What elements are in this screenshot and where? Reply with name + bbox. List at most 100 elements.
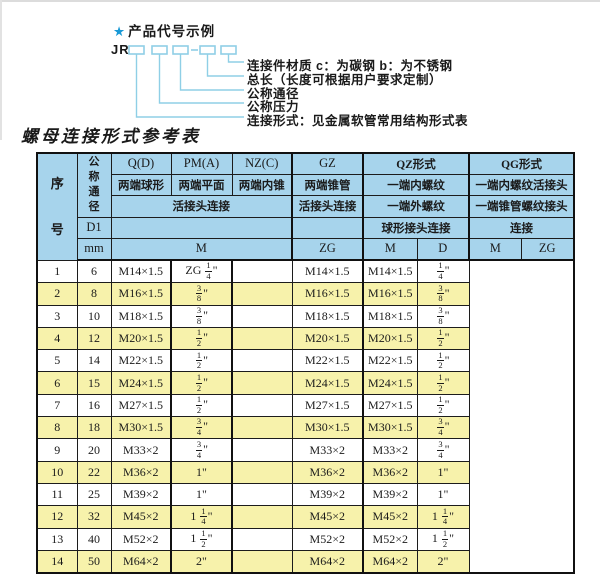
product-code-diagram: ★ 产品代号示例 JR 连接件材质 c：为碳钢 b：为不锈钢 总长（长度可根据用户… (0, 0, 600, 148)
cell-m: M14×1.5 (110, 259, 172, 284)
cell-index: 8 (36, 416, 78, 440)
header-xuhao: 序号 (36, 152, 78, 261)
cell-m: M33×2 (110, 438, 172, 462)
cell-zg: 2" (170, 549, 233, 574)
header-qz-desc1: 一端内螺纹 (362, 173, 470, 196)
header-m: M (110, 237, 293, 261)
cell-zg: 3 4 " (170, 438, 233, 462)
table-body: 1 6 M14×1.5 ZG 1 4 " M14×1.5 M14×1.5 1 4 " 2 8 M16×1.… (36, 259, 574, 574)
cell-m: M24×1.5 (110, 371, 172, 395)
cell-m: M20×1.5 (110, 326, 172, 351)
cell-qg-zg: 2" (416, 549, 470, 574)
cell-m: M22×1.5 (110, 349, 172, 373)
label-connection-form: 连接形式：见金属软管常用结构形式表 (247, 114, 469, 128)
cell-qg-zg: 1 4 " (416, 259, 470, 284)
callout-line-pressure (158, 54, 244, 104)
callout-line-length (206, 54, 244, 77)
diagram-title: ★ 产品代号示例 (113, 20, 215, 40)
cell-qg-m: M52×2 (362, 527, 418, 551)
label-nominal-pressure: 公称压力 (247, 100, 300, 114)
cell-dn: 18 (76, 416, 112, 440)
cell-qg-m: M27×1.5 (362, 393, 418, 418)
cell-m: M45×2 (110, 505, 172, 529)
cell-qz-d: M64×2 (291, 549, 364, 574)
cell-qg-m: M36×2 (362, 460, 418, 484)
table-row: 1 6 M14×1.5 ZG 1 4 " M14×1.5 M14×1.5 1 4 " (36, 259, 574, 284)
cell-qg-m: M14×1.5 (362, 259, 418, 284)
cell-qg-zg: 1" (416, 482, 470, 507)
cell-m: M16×1.5 (110, 282, 172, 306)
header-col-gz: GZ (291, 152, 364, 175)
header-blank-gz (291, 216, 364, 239)
callout-line-form (135, 54, 244, 118)
header-qg-conn: 连接 (467, 216, 575, 239)
cell-qg-m: M64×2 (362, 549, 418, 574)
header-qg-desc1: 一端内螺纹活接头 (467, 173, 575, 196)
diagram-title-text: 产品代号示例 (128, 24, 216, 39)
cell-zg: 3 4 " (170, 416, 233, 440)
cell-index: 11 (36, 482, 78, 507)
cell-zg: 1 2 " (170, 326, 233, 351)
table-row: 3 10 M18×1.5 3 8 " M18×1.5 M18×1.5 3 8 " (36, 304, 574, 328)
cell-dn: 32 (76, 505, 112, 529)
cell-index: 3 (36, 304, 78, 328)
cell-qz-m (231, 282, 293, 306)
cell-dn: 12 (76, 326, 112, 351)
table-row: 9 20 M33×2 3 4 " M33×2 M33×2 3 4 " (36, 438, 574, 462)
header-qz-d: D (416, 237, 470, 261)
cell-dn: 20 (76, 438, 112, 462)
header-zg: ZG (291, 237, 364, 261)
cell-qz-d: M39×2 (291, 482, 364, 507)
cell-qg-zg: 3 8 " (416, 304, 470, 328)
cell-qz-d: M24×1.5 (291, 371, 364, 395)
cell-index: 10 (36, 460, 78, 484)
cell-index: 4 (36, 326, 78, 351)
header-tongjing: 公称通径 (76, 152, 112, 218)
header-left-conn: 活接头连接 (110, 194, 293, 218)
cell-qg-zg: 3 4 " (416, 438, 470, 462)
cell-qz-m (231, 416, 293, 440)
header-qg-zg: ZG (520, 237, 575, 261)
cell-dn: 8 (76, 282, 112, 306)
table-row: 8 18 M30×1.5 3 4 " M30×1.5 M30×1.5 3 4 " (36, 416, 574, 440)
cell-qg-zg: 3 8 " (416, 282, 470, 306)
table-row: 6 15 M24×1.5 1 2 " M24×1.5 M24×1.5 1 2 " (36, 371, 574, 395)
cell-qz-m (231, 505, 293, 529)
cell-qz-d: M36×2 (291, 460, 364, 484)
cell-dn: 40 (76, 527, 112, 551)
cell-qz-d: M18×1.5 (291, 304, 364, 328)
cell-index: 1 (36, 259, 78, 284)
cell-qg-zg: 1 2 " (416, 393, 470, 418)
code-box-3 (172, 45, 189, 55)
cell-qg-m: M39×2 (362, 482, 418, 507)
header-col-pm: PM(A) (170, 152, 233, 175)
cell-qg-m: M45×2 (362, 505, 418, 529)
cell-qz-d: M52×2 (291, 527, 364, 551)
page-edge-top (0, 0, 600, 2)
table-row: 4 12 M20×1.5 1 2 " M20×1.5 M20×1.5 1 2 " (36, 326, 574, 351)
table-header: 序号 公称通径 Q(D) PM(A) NZ(C) GZ QZ形式 QG形式 两端… (36, 152, 575, 261)
header-nz-desc: 两端内锥 (231, 173, 293, 196)
cell-qz-m (231, 304, 293, 328)
cell-dn: 10 (76, 304, 112, 328)
label-total-length: 总长（长度可根据用户要求定制） (247, 73, 443, 87)
cell-zg: ZG 1 4 " (170, 259, 233, 284)
header-col-q: Q(D) (110, 152, 172, 175)
cell-zg: 3 8 " (170, 282, 233, 306)
cell-qg-zg: 1 2 " (416, 326, 470, 351)
cell-zg: 1" (170, 460, 233, 484)
cell-qz-m (231, 460, 293, 484)
table-row: 5 14 M22×1.5 1 2 " M22×1.5 M22×1.5 1 2 " (36, 349, 574, 373)
cell-index: 2 (36, 282, 78, 306)
cell-dn: 16 (76, 393, 112, 418)
cell-qg-zg: 1 2 " (416, 349, 470, 373)
cell-qz-d: M14×1.5 (291, 259, 364, 284)
cell-qg-m: M18×1.5 (362, 304, 418, 328)
label-nominal-diameter: 公称通径 (247, 87, 300, 101)
cell-qg-m: M16×1.5 (362, 282, 418, 306)
cell-zg: 1" (170, 482, 233, 507)
cell-qz-d: M22×1.5 (291, 349, 364, 373)
cell-qz-m (231, 393, 293, 418)
code-callout-lines (128, 45, 244, 118)
cell-m: M39×2 (110, 482, 172, 507)
